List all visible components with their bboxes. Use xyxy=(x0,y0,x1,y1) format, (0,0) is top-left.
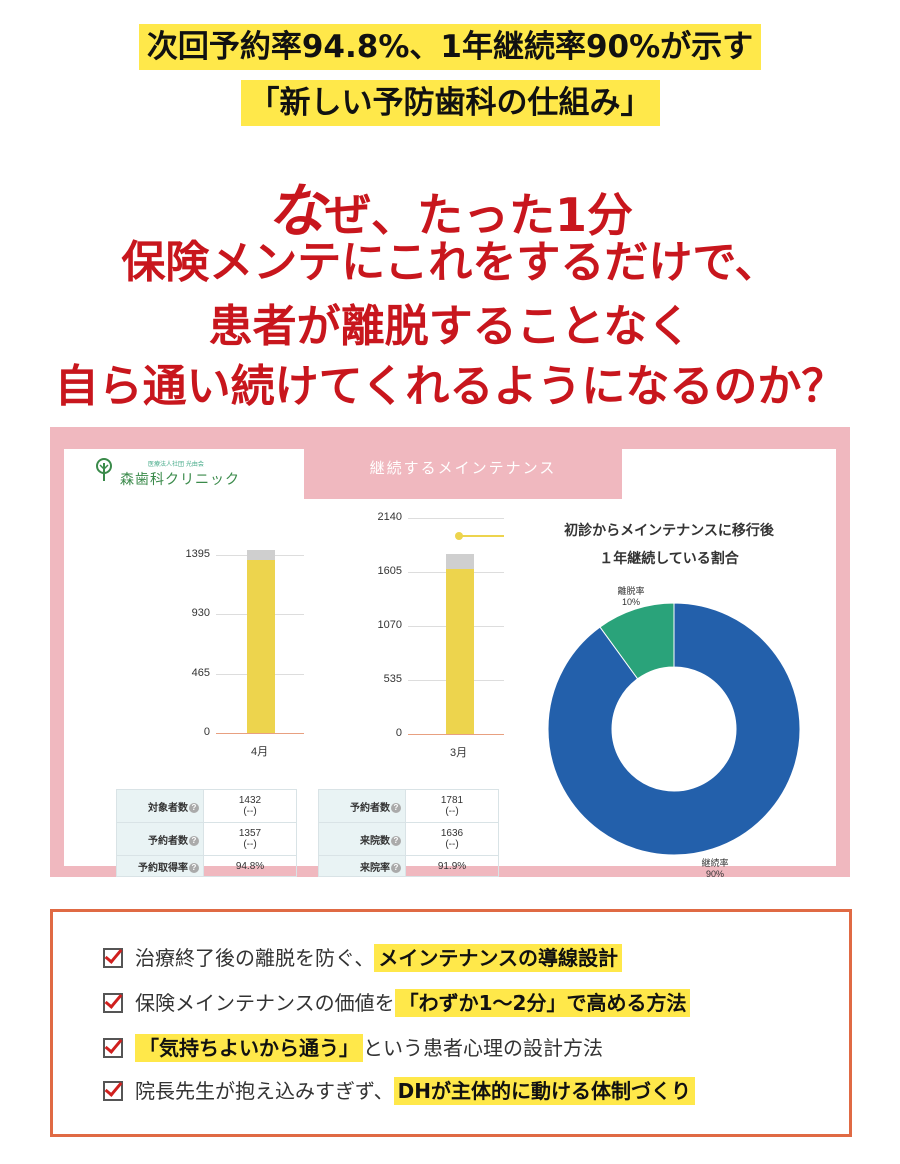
trend-point xyxy=(455,532,463,540)
gridline xyxy=(408,518,504,519)
list-item: 治療終了後の離脱を防ぐ、 メインテナンスの導線設計 xyxy=(103,942,623,974)
baseline xyxy=(408,734,504,735)
checkbox-icon xyxy=(103,992,123,1013)
y-tick-label: 2140 xyxy=(377,511,402,523)
x-tick-label: 3月 xyxy=(450,747,468,759)
panel-tab: 継続するメインテナンス xyxy=(304,449,622,499)
table-row: 来院率? 91.9% xyxy=(318,855,499,877)
help-icon[interactable]: ? xyxy=(391,862,401,873)
table-row: 来院数? 1636 (--) xyxy=(318,822,499,856)
stats-table-april: 対象者数? 1432 (--) 予約者数? 1357 (--) 予約取得率? 94.8% xyxy=(116,789,297,877)
y-tick-label: 535 xyxy=(383,673,402,685)
list-item: 院長先生が抱え込みすぎず、 DHが主体的に動ける体制づくり xyxy=(103,1075,695,1107)
headline-line-3: 患者が離脱することなく xyxy=(208,301,692,352)
headline-line-4: 自ら通い続けてくれるようになるのか？ xyxy=(54,361,846,412)
y-tick-label: 1070 xyxy=(377,619,402,631)
y-tick-label: 930 xyxy=(191,607,210,620)
tree-logo-icon xyxy=(96,458,112,481)
logo-name: 森歯科クリニック xyxy=(120,472,240,488)
list-item: 「気持ちよいから通う」 という患者心理の設計方法 xyxy=(103,1032,603,1064)
table-row: 予約取得率? 94.8% xyxy=(116,855,297,877)
headline-line-2: 保険メンテにこれをするだけで、 xyxy=(121,237,779,288)
bar-value xyxy=(446,568,474,734)
clinic-logo: 医療法人社団 光由会 森歯科クリニック xyxy=(92,457,239,488)
headline-line-1: なぜ、たった1分 xyxy=(266,177,634,245)
bar-value xyxy=(247,559,275,733)
y-tick-label: 0 xyxy=(395,727,402,739)
stats-table-march: 予約者数? 1781 (--) 来院数? 1636 (--) 来院率? 91.9% xyxy=(318,789,499,877)
trend-line xyxy=(459,535,504,537)
donut-slice-continue xyxy=(547,602,801,856)
y-tick-label: 1395 xyxy=(185,548,210,560)
help-icon[interactable]: ? xyxy=(189,835,199,846)
checkbox-icon xyxy=(103,1037,123,1058)
baseline xyxy=(216,733,304,734)
x-tick-label: 4月 xyxy=(251,746,269,758)
checkbox-icon xyxy=(103,1080,123,1101)
checkbox-icon xyxy=(103,947,123,968)
y-tick-label: 1605 xyxy=(377,565,402,577)
table-row: 予約者数? 1357 (--) xyxy=(116,822,297,856)
donut-chart xyxy=(547,602,801,856)
table-row: 予約者数? 1781 (--) xyxy=(318,789,499,823)
dashboard-screenshot-panel: 継続するメインテナンス 医療法人社団 光由会 森歯科クリニック 1395 930 4… xyxy=(50,427,850,879)
header-line-2: 「新しい予防歯科の仕組み」 xyxy=(0,80,900,126)
y-tick-label: 0 xyxy=(203,726,210,738)
header-line-1: 次回予約率94.8%、1年継続率90%が示す xyxy=(0,24,900,70)
donut-label-continue: 継続率 90% xyxy=(701,858,729,879)
help-icon[interactable]: ? xyxy=(189,862,199,873)
donut-title: 初診からメインテナンスに移行後 １年継続している割合 xyxy=(564,523,774,567)
donut-label-withdraw: 離脱率 10% xyxy=(617,586,645,607)
logo-subtitle: 医療法人社団 光由会 xyxy=(148,461,204,468)
help-icon[interactable]: ? xyxy=(391,802,401,813)
table-row: 対象者数? 1432 (--) xyxy=(116,789,297,823)
list-item: 保険メインテナンスの価値を 「わずか1～2分」で高める方法 xyxy=(103,987,691,1019)
y-tick-label: 465 xyxy=(191,666,210,679)
feature-checklist-box: 治療終了後の離脱を防ぐ、 メインテナンスの導線設計 保険メインテナンスの価値を 「わ… xyxy=(50,909,852,1137)
help-icon[interactable]: ? xyxy=(189,802,199,813)
dashboard-inner: 継続するメインテナンス 医療法人社団 光由会 森歯科クリニック 1395 930 4… xyxy=(64,449,836,879)
help-icon[interactable]: ? xyxy=(391,835,401,846)
